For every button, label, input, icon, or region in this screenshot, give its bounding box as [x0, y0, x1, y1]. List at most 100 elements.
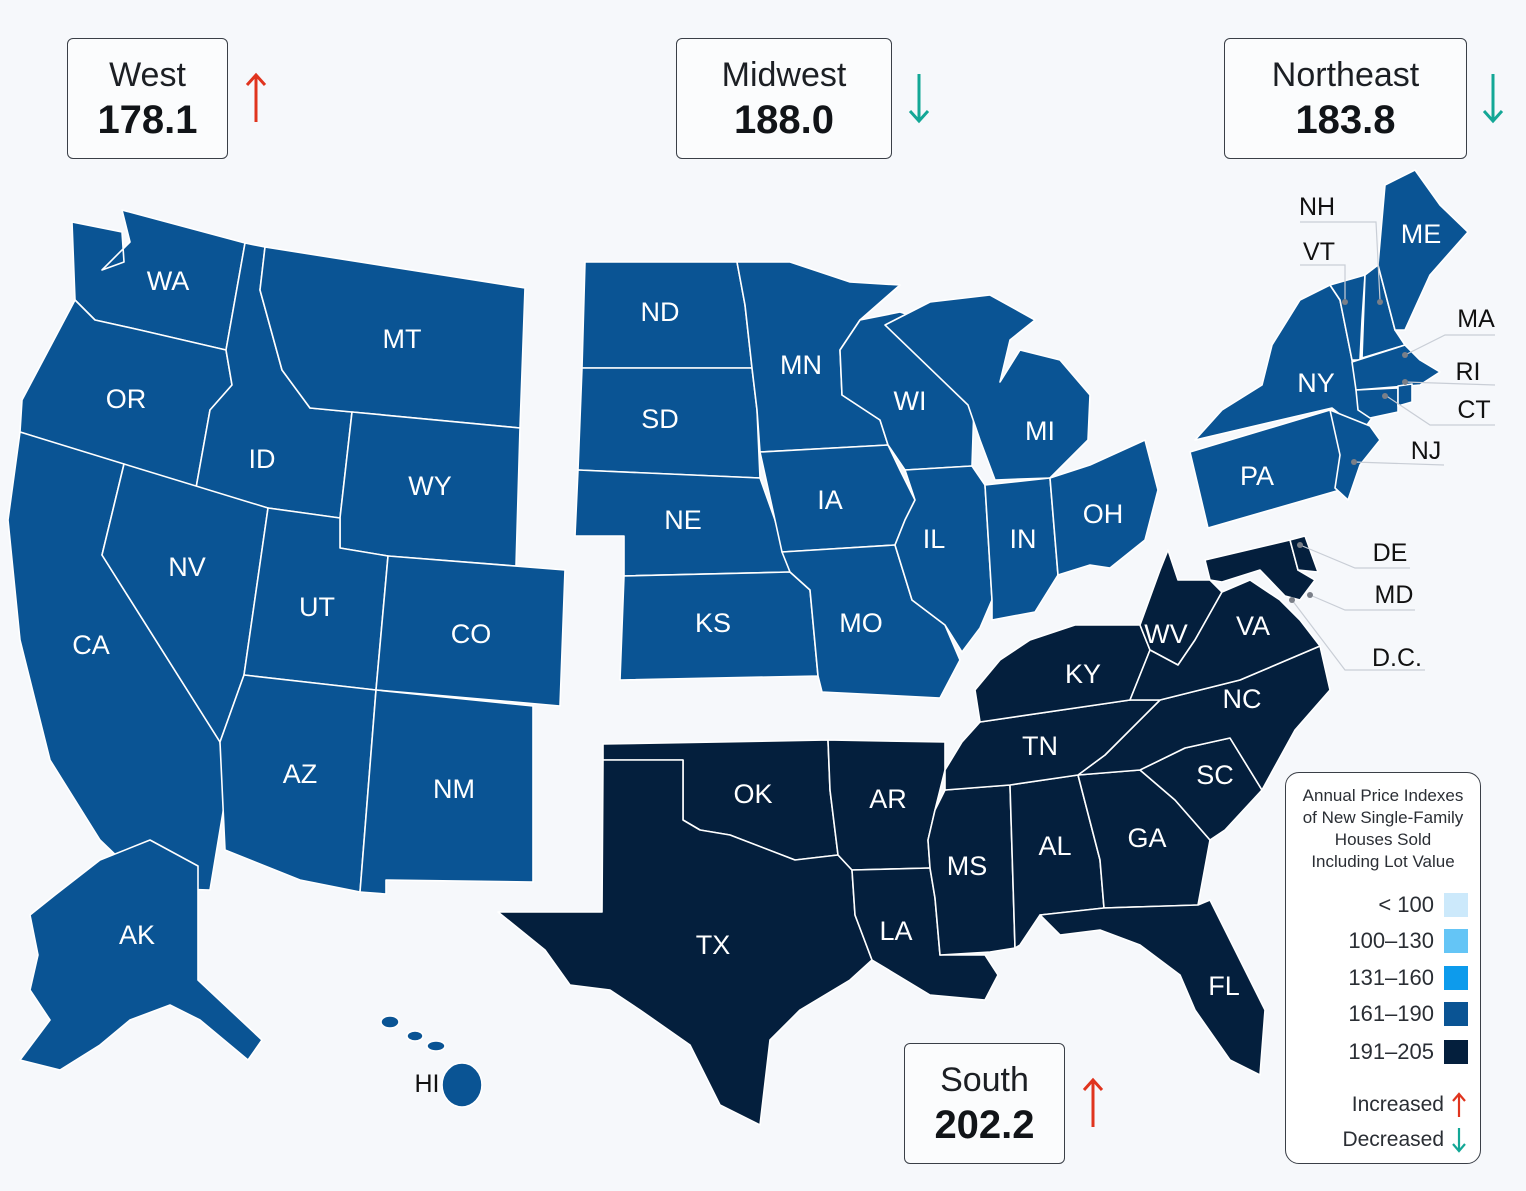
label-RI: RI: [1456, 358, 1481, 386]
label-MD: MD: [1375, 581, 1414, 609]
state-labels: WA OR CA ID NV MT WY UT CO AZ NM AK HI N…: [72, 193, 1495, 1098]
label-SD: SD: [641, 404, 679, 434]
label-DC: D.C.: [1372, 644, 1422, 672]
label-KY: KY: [1065, 659, 1101, 689]
legend: Annual Price Indexes of New Single-Famil…: [1285, 772, 1481, 1164]
state-SD[interactable]: [577, 367, 761, 479]
label-FL: FL: [1208, 971, 1240, 1001]
west-region: [7, 209, 566, 1108]
legend-bin-label: 191–205: [1348, 1039, 1434, 1064]
label-AL: AL: [1038, 831, 1071, 861]
increase-arrow-icon: [1452, 1092, 1466, 1117]
state-NH[interactable]: [1361, 264, 1406, 359]
label-OH: OH: [1083, 499, 1124, 529]
label-DE: DE: [1373, 539, 1408, 567]
northeast-decrease-arrow-icon: [1482, 74, 1504, 124]
state-NM[interactable]: [359, 689, 534, 895]
label-NY: NY: [1297, 368, 1335, 398]
label-TX: TX: [696, 930, 731, 960]
label-LA: LA: [879, 916, 912, 946]
label-WY: WY: [408, 471, 452, 501]
legend-increased-label: Increased: [1351, 1093, 1444, 1116]
label-MO: MO: [839, 608, 883, 638]
legend-bin-label: 100–130: [1348, 928, 1434, 953]
label-MS: MS: [947, 851, 988, 881]
label-IN: IN: [1010, 524, 1037, 554]
label-KS: KS: [695, 608, 731, 638]
west-increase-arrow-icon: [245, 72, 267, 122]
south-callout: South 202.2: [904, 1043, 1065, 1164]
state-TX[interactable]: [497, 759, 873, 1126]
label-MI: MI: [1025, 416, 1055, 446]
leader-lines: [1289, 221, 1496, 671]
label-WI: WI: [894, 386, 927, 416]
label-OR: OR: [106, 384, 147, 414]
state-RI[interactable]: [1397, 383, 1413, 407]
state-CT[interactable]: [1355, 387, 1399, 419]
legend-bin-2: 100–130: [1348, 927, 1468, 955]
label-UT: UT: [299, 592, 335, 622]
label-NV: NV: [168, 552, 206, 582]
state-NJ[interactable]: [1329, 409, 1381, 501]
west-name: West: [109, 56, 186, 94]
label-NC: NC: [1223, 684, 1262, 714]
west-value: 178.1: [97, 98, 198, 142]
legend-bin-1: < 100: [1378, 891, 1468, 919]
legend-title: Annual Price Indexes of New Single-Famil…: [1294, 785, 1472, 873]
label-CO: CO: [451, 619, 492, 649]
south-increase-arrow-icon: [1082, 1077, 1104, 1127]
label-WV: WV: [1144, 619, 1188, 649]
legend-title-line-3: Houses Sold: [1334, 830, 1432, 849]
state-AK[interactable]: [19, 839, 263, 1071]
legend-bin-label: 131–160: [1348, 965, 1434, 990]
midwest-callout: Midwest 188.0: [676, 38, 892, 159]
legend-swatch: [1444, 929, 1468, 953]
legend-bin-label: 161–190: [1348, 1001, 1434, 1026]
legend-swatch: [1444, 893, 1468, 917]
state-CO[interactable]: [375, 555, 566, 707]
state-IL[interactable]: [894, 465, 993, 653]
south-name: South: [940, 1061, 1029, 1099]
label-CA: CA: [72, 630, 110, 660]
label-WA: WA: [147, 266, 190, 296]
legend-bin-4: 161–190: [1348, 1000, 1468, 1028]
state-ME[interactable]: [1377, 169, 1469, 331]
legend-bin-label: < 100: [1378, 892, 1434, 917]
legend-title-line-2: of New Single-Family: [1302, 808, 1464, 827]
state-HI[interactable]: [380, 1015, 483, 1108]
legend-bin-5: 191–205: [1348, 1038, 1468, 1066]
midwest-decrease-arrow-icon: [908, 74, 930, 124]
legend-bin-3: 131–160: [1348, 964, 1468, 992]
legend-decreased-label: Decreased: [1342, 1128, 1444, 1151]
label-GA: GA: [1127, 823, 1166, 853]
state-MT[interactable]: [259, 246, 526, 429]
label-NM: NM: [433, 774, 475, 804]
legend-swatch: [1444, 966, 1468, 990]
label-HI: HI: [415, 1070, 440, 1098]
state-VA[interactable]: [1129, 579, 1321, 701]
label-MN: MN: [780, 350, 822, 380]
label-NH: NH: [1299, 193, 1335, 221]
state-MI[interactable]: [884, 294, 1091, 481]
label-ME: ME: [1401, 219, 1442, 249]
label-VA: VA: [1236, 611, 1270, 641]
label-IA: IA: [817, 485, 843, 515]
midwest-region: [574, 261, 1159, 699]
legend-swatch: [1444, 1040, 1468, 1064]
legend-title-line-4: Including Lot Value: [1311, 852, 1455, 871]
state-FL[interactable]: [1039, 899, 1266, 1076]
state-OH[interactable]: [1049, 439, 1159, 576]
label-TN: TN: [1022, 731, 1058, 761]
south-value: 202.2: [934, 1103, 1035, 1147]
decrease-arrow-icon: [1452, 1128, 1466, 1153]
label-SC: SC: [1196, 760, 1234, 790]
label-CT: CT: [1457, 396, 1490, 424]
label-AK: AK: [119, 920, 155, 950]
label-MT: MT: [383, 324, 422, 354]
northeast-region: [1189, 169, 1469, 529]
label-PA: PA: [1240, 461, 1274, 491]
label-AZ: AZ: [283, 759, 318, 789]
south-region: [497, 535, 1331, 1126]
label-ND: ND: [641, 297, 680, 327]
label-AR: AR: [869, 784, 907, 814]
